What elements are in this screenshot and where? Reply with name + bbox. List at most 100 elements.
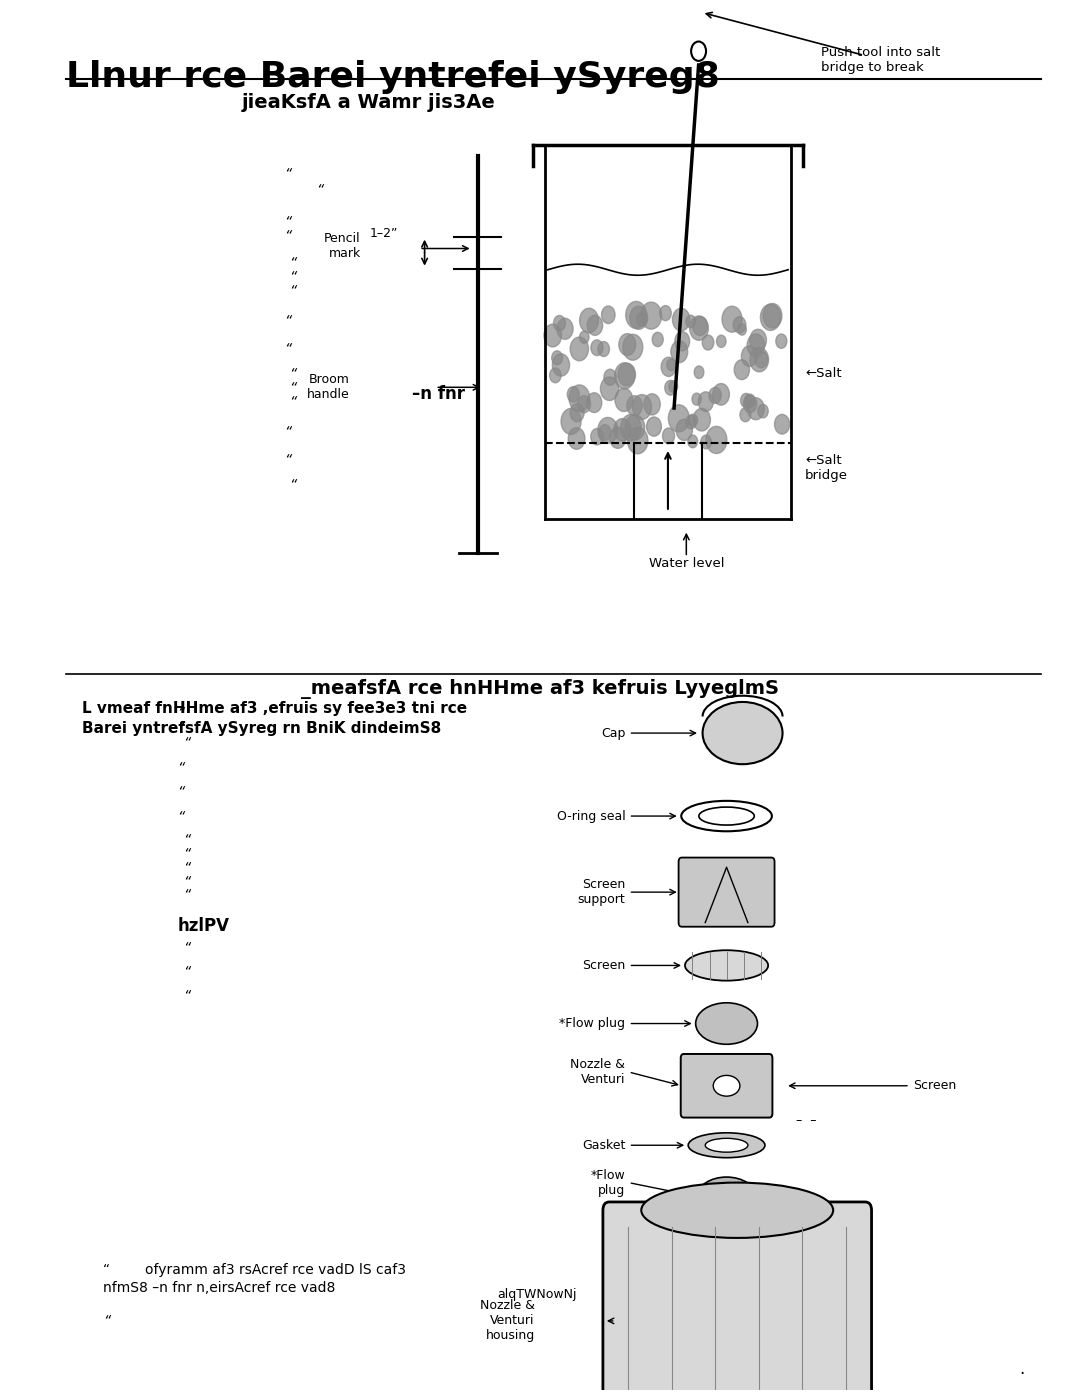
Text: –  –: – – [796, 1113, 816, 1127]
Circle shape [578, 395, 591, 412]
Text: “: “ [289, 284, 297, 298]
Circle shape [692, 317, 707, 335]
Text: *Flow plug: *Flow plug [559, 1017, 625, 1030]
Circle shape [716, 335, 726, 348]
Circle shape [750, 330, 767, 351]
Text: “: “ [183, 989, 190, 1003]
Circle shape [662, 427, 675, 444]
Text: “: “ [289, 380, 297, 394]
Text: alqTWNowNj: alqTWNowNj [498, 1288, 577, 1301]
Text: “: “ [177, 761, 185, 775]
FancyBboxPatch shape [680, 1053, 772, 1118]
Ellipse shape [698, 1178, 756, 1215]
Circle shape [693, 408, 711, 432]
Circle shape [619, 334, 636, 355]
Text: “: “ [284, 214, 292, 229]
Text: *Flow
plug: *Flow plug [591, 1168, 625, 1197]
Text: “: “ [284, 425, 292, 439]
Circle shape [598, 418, 618, 443]
Text: Screen: Screen [582, 958, 625, 972]
Circle shape [626, 395, 643, 416]
Circle shape [702, 335, 714, 351]
Text: Nozzle &
Venturi
housing: Nozzle & Venturi housing [480, 1299, 535, 1343]
Circle shape [723, 306, 742, 332]
Circle shape [686, 415, 697, 429]
Text: Cap: Cap [600, 726, 625, 739]
Circle shape [598, 425, 611, 440]
Circle shape [660, 306, 672, 321]
Text: “: “ [183, 833, 190, 847]
Text: “: “ [183, 861, 190, 875]
Circle shape [755, 351, 768, 367]
Circle shape [561, 408, 581, 434]
FancyBboxPatch shape [678, 858, 774, 926]
Circle shape [544, 324, 562, 346]
Text: “: “ [289, 394, 297, 408]
Circle shape [550, 367, 561, 383]
Circle shape [604, 369, 617, 386]
Text: Llnur rce Barei yntrefei ySyreg8: Llnur rce Barei yntrefei ySyreg8 [66, 60, 719, 94]
Text: O-ring seal: O-ring seal [556, 810, 625, 823]
Text: “: “ [183, 847, 190, 861]
Circle shape [666, 359, 676, 370]
Circle shape [552, 353, 569, 376]
Circle shape [615, 388, 633, 412]
Circle shape [694, 366, 704, 379]
Text: “: “ [183, 875, 190, 888]
Circle shape [602, 306, 616, 324]
Circle shape [652, 332, 663, 346]
Text: L vmeaf fnHHme af3 ,efruis sy fee3e3 tni rce
Barei yntrefsfA ySyreg rn BniK dind: L vmeaf fnHHme af3 ,efruis sy fee3e3 tni… [82, 701, 467, 736]
Text: _meafsfA rce hnHHme af3 kefruis LyyeglmS: _meafsfA rce hnHHme af3 kefruis LyyeglmS [301, 679, 779, 698]
Text: “: “ [103, 1315, 110, 1329]
Circle shape [625, 302, 647, 328]
Circle shape [698, 391, 714, 412]
Text: “: “ [316, 183, 323, 197]
Circle shape [613, 419, 631, 441]
Circle shape [600, 377, 619, 401]
Text: “: “ [289, 270, 297, 284]
Text: “: “ [284, 453, 292, 467]
Ellipse shape [685, 950, 768, 981]
Circle shape [570, 337, 589, 360]
Circle shape [554, 316, 566, 331]
Circle shape [775, 334, 787, 348]
Text: “        ofyramm af3 rsAcref rce vadD lS caf3
nfmS8 –n fnr n,eirsAcref rce vad8: “ ofyramm af3 rsAcref rce vadD lS caf3 n… [103, 1263, 406, 1295]
Circle shape [750, 348, 769, 372]
Circle shape [764, 303, 782, 328]
Circle shape [733, 317, 746, 332]
Circle shape [665, 380, 676, 395]
Circle shape [701, 434, 712, 448]
Text: –n fnr: –n fnr [413, 384, 465, 402]
Circle shape [636, 313, 647, 327]
Ellipse shape [688, 1133, 765, 1158]
Text: “: “ [284, 342, 292, 356]
Ellipse shape [703, 701, 783, 764]
Circle shape [609, 427, 626, 448]
Circle shape [569, 386, 590, 412]
Circle shape [591, 429, 604, 444]
Text: Pencil
mark: Pencil mark [324, 232, 361, 260]
FancyBboxPatch shape [603, 1201, 872, 1397]
Circle shape [640, 302, 662, 330]
Circle shape [633, 394, 651, 419]
Circle shape [675, 331, 690, 351]
Circle shape [557, 319, 573, 339]
Circle shape [673, 309, 690, 331]
Text: Water level: Water level [649, 557, 724, 570]
Circle shape [625, 415, 645, 440]
Text: “: “ [183, 888, 190, 902]
Text: “: “ [289, 366, 297, 380]
Circle shape [568, 427, 585, 450]
Text: Screen: Screen [913, 1080, 957, 1092]
Text: “: “ [183, 736, 190, 750]
Text: Push tool into salt
bridge to break: Push tool into salt bridge to break [821, 46, 941, 74]
Circle shape [713, 384, 729, 405]
Text: “: “ [177, 705, 185, 719]
Circle shape [741, 346, 757, 366]
Ellipse shape [705, 1139, 747, 1153]
Circle shape [623, 334, 643, 360]
Text: ←Salt: ←Salt [806, 367, 842, 380]
Circle shape [743, 395, 757, 412]
Circle shape [671, 341, 688, 363]
Circle shape [686, 316, 696, 328]
